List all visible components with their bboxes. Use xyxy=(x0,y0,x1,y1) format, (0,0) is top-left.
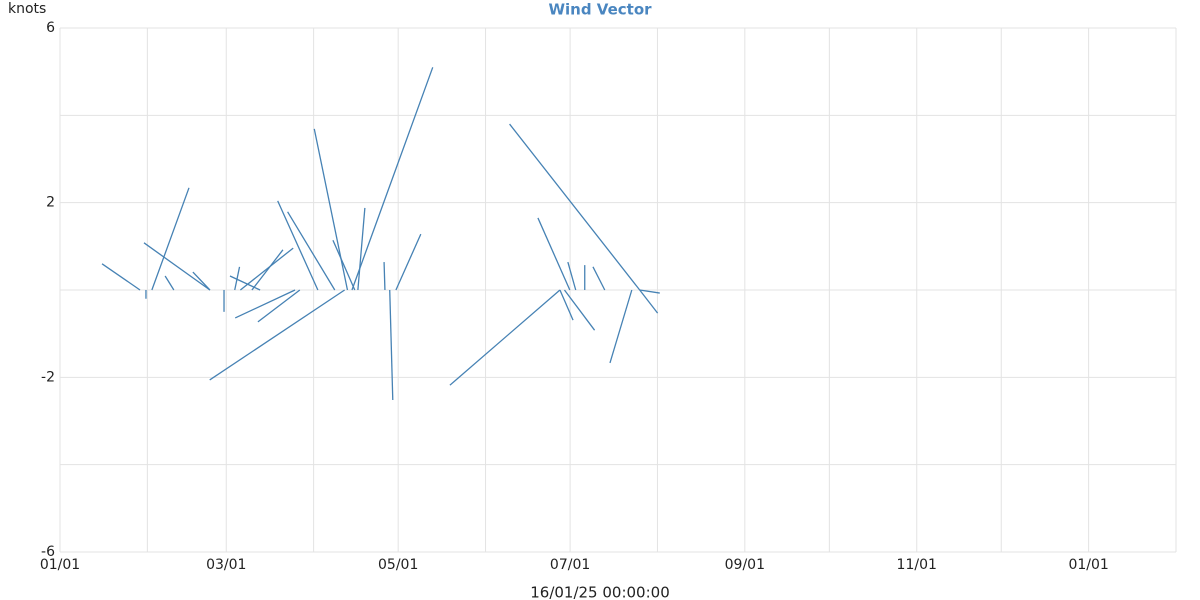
x-tick-label: 03/01 xyxy=(206,557,246,573)
wind-vector xyxy=(639,289,659,314)
wind-vector xyxy=(351,67,434,291)
y-axis-label: knots xyxy=(8,1,46,17)
x-tick-label: 05/01 xyxy=(378,557,418,573)
wind-vector xyxy=(234,266,241,291)
wind-vector xyxy=(209,289,345,381)
wind-vector xyxy=(192,271,211,291)
x-tick-label: 01/01 xyxy=(40,557,80,573)
wind-vector xyxy=(559,289,574,321)
wind-vector xyxy=(239,247,294,291)
x-axis-label: 16/01/25 00:00:00 xyxy=(530,584,670,600)
wind-vector xyxy=(383,262,386,291)
y-tick-label: -2 xyxy=(41,369,55,385)
wind-vector xyxy=(639,289,660,294)
y-tick-label: -6 xyxy=(41,544,55,560)
wind-vector xyxy=(449,289,561,386)
wind-vector xyxy=(357,207,366,291)
wind-vector xyxy=(229,275,261,291)
wind-vector xyxy=(151,187,190,291)
wind-vector xyxy=(287,211,336,291)
wind-vector xyxy=(537,217,571,291)
wind-vector xyxy=(389,289,394,401)
wind-vector xyxy=(592,266,606,291)
wind-vector xyxy=(395,233,422,291)
wind-vector xyxy=(234,289,296,319)
wind-vector xyxy=(101,263,141,291)
x-tick-label: 07/01 xyxy=(550,557,590,573)
y-tick-label: 2 xyxy=(46,195,55,211)
wind-vector xyxy=(567,261,577,291)
x-tick-label: 01/01 xyxy=(1068,557,1108,573)
chart-title: Wind Vector xyxy=(548,1,652,19)
wind-vector xyxy=(332,239,356,291)
x-tick-label: 11/01 xyxy=(897,557,937,573)
wind-vector xyxy=(164,275,175,291)
y-tick-label: 6 xyxy=(46,20,55,36)
wind-vector xyxy=(251,249,284,291)
wind-vector xyxy=(143,242,211,291)
wind-vector xyxy=(257,289,301,323)
wind-vector xyxy=(509,123,641,291)
wind-vector xyxy=(277,200,319,291)
wind-vector xyxy=(609,289,633,364)
wind-vector xyxy=(563,289,596,331)
wind-vector xyxy=(313,128,349,291)
x-tick-label: 09/01 xyxy=(725,557,765,573)
